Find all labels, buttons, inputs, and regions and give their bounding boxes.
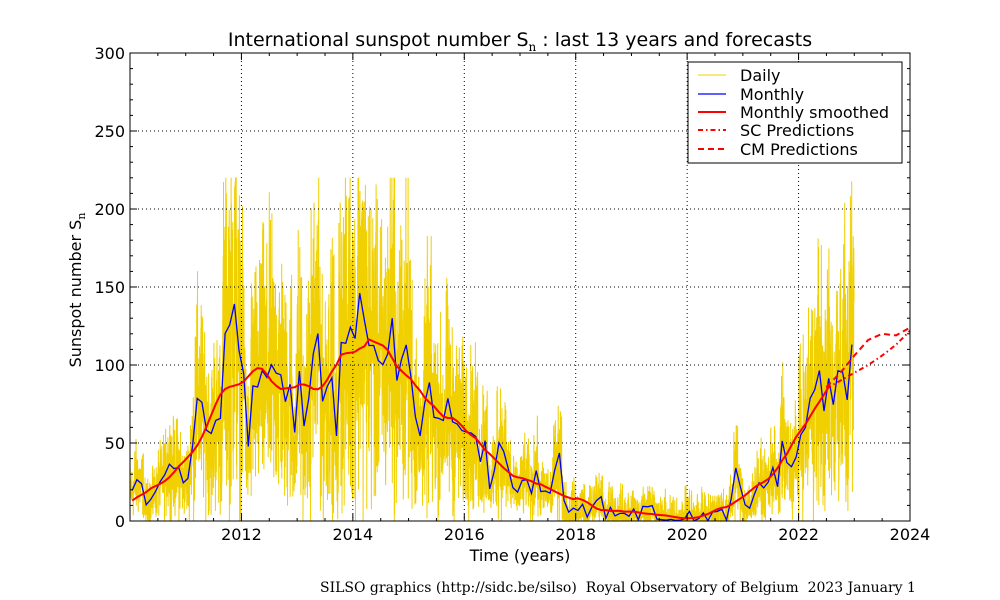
x-tick-label: 2014 [332, 525, 373, 544]
x-tick-label: 2024 [890, 525, 931, 544]
cm-prediction-line [825, 326, 911, 388]
legend-label-monthly: Monthly [740, 85, 804, 104]
x-axis-label: Time (years) [469, 546, 571, 565]
y-tick-label: 50 [105, 434, 125, 453]
ticks: 0 50 100 150 200 250 300 2012 2014 2016 2018 2020 20… [94, 44, 930, 544]
x-tick-label: 2018 [555, 525, 596, 544]
legend-label-cm: CM Predictions [740, 140, 858, 159]
legend-label-sc: SC Predictions [740, 121, 854, 140]
x-tick-label: 2012 [221, 525, 262, 544]
legend: Daily Monthly Monthly smoothed SC Predic… [687, 61, 903, 164]
footer-credit: SILSO graphics (http://sidc.be/silso) Ro… [320, 580, 916, 596]
y-tick-label: 0 [115, 512, 125, 531]
monthly-line [131, 292, 853, 523]
lines [131, 292, 911, 523]
x-tick-label: 2016 [444, 525, 485, 544]
daily-line [129, 177, 855, 523]
x-tick-label: 2020 [667, 525, 708, 544]
sc-prediction-line [825, 329, 911, 390]
daily-series [129, 177, 855, 523]
y-tick-label: 250 [94, 122, 125, 141]
y-tick-label: 200 [94, 200, 125, 219]
y-tick-label: 300 [94, 44, 125, 63]
legend-label-daily: Daily [740, 66, 780, 85]
y-tick-label: 150 [94, 278, 125, 297]
y-axis-label: Sunspot number Sn [66, 213, 88, 368]
smoothed-line [131, 338, 830, 520]
legend-label-smoothed: Monthly smoothed [740, 103, 889, 122]
x-tick-label: 2022 [778, 525, 819, 544]
y-tick-label: 100 [94, 356, 125, 375]
chart-title: International sunspot number Sn : last 1… [228, 29, 812, 54]
